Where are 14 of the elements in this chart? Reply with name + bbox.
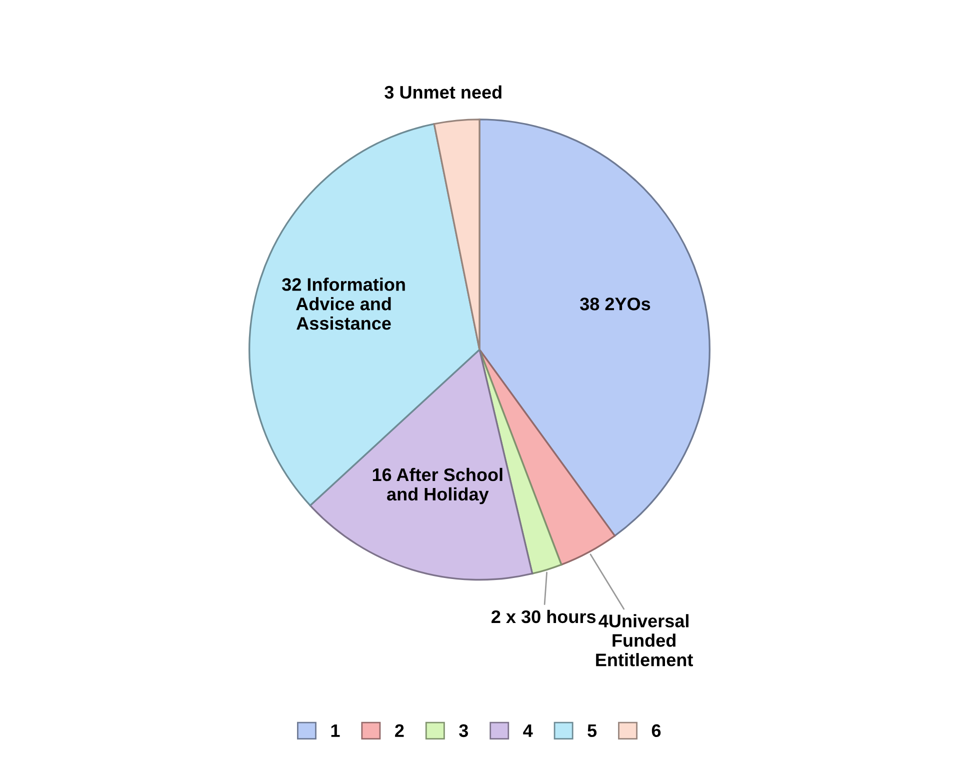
pie-slice bbox=[309, 348, 534, 581]
data-label: 3 Unmet need bbox=[384, 85, 502, 99]
data-label: 38 2YOs bbox=[580, 298, 650, 310]
data-label: 16 After School and Holiday bbox=[372, 468, 502, 504]
legend-label: 1 bbox=[331, 724, 340, 737]
legend-label: 4 bbox=[523, 724, 533, 737]
legend-label: 5 bbox=[588, 724, 597, 738]
pie-slice bbox=[433, 118, 480, 350]
data-label: 4Universal Funded Entitlement bbox=[596, 614, 693, 666]
data-label: 32 Information Advice and Assistance bbox=[282, 278, 405, 330]
legend-label: 2 bbox=[395, 724, 404, 737]
legend-label: 3 bbox=[459, 724, 468, 738]
data-label: 2 x 30 hours bbox=[492, 610, 596, 624]
legend-label: 6 bbox=[652, 724, 661, 738]
